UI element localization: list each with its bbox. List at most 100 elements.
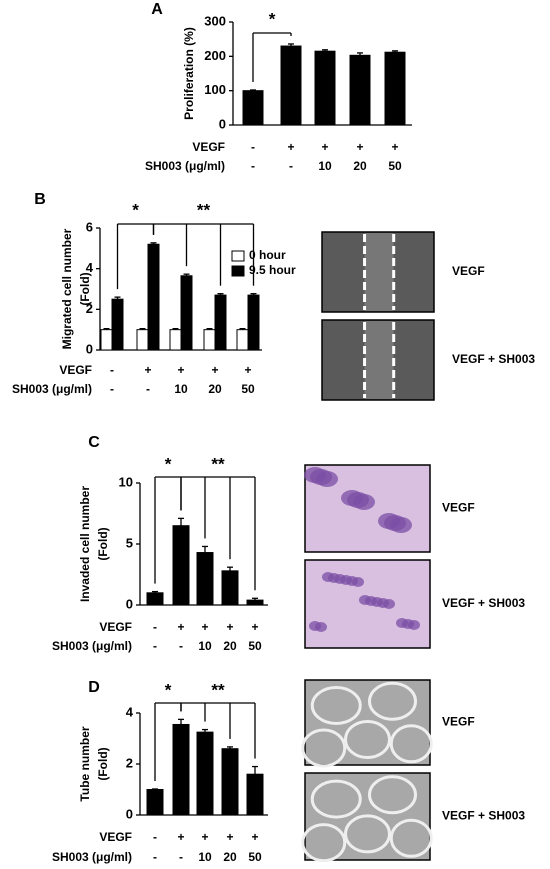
treatment-value: 10 bbox=[198, 850, 212, 864]
treatment-value: - bbox=[153, 639, 157, 653]
significance-mark: * bbox=[269, 9, 276, 28]
panel-label: C bbox=[88, 434, 100, 451]
y-tick-label: 6 bbox=[86, 219, 93, 234]
treatment-value: + bbox=[177, 830, 184, 844]
treatment-label: SH003 (μg/ml) bbox=[52, 639, 132, 653]
image-label: VEGF + SH003 bbox=[442, 809, 525, 823]
bar bbox=[246, 773, 264, 816]
treatment-label: SH003 (μg/ml) bbox=[12, 382, 92, 396]
y-axis-label: Proliferation (%) bbox=[182, 27, 196, 120]
treatment-value: - bbox=[146, 382, 150, 396]
treatment-value: - bbox=[110, 382, 114, 396]
significance-mark: * bbox=[165, 454, 172, 473]
bar bbox=[384, 51, 406, 126]
treatment-value: 20 bbox=[223, 639, 237, 653]
stain-spot bbox=[316, 471, 338, 487]
y-axis-label: Invaded cell number bbox=[78, 486, 92, 602]
tube-loop bbox=[310, 779, 362, 819]
bar bbox=[196, 731, 214, 816]
treatment-value: - bbox=[251, 140, 255, 154]
image-label: VEGF bbox=[442, 501, 475, 515]
tube-loop bbox=[368, 775, 417, 815]
bar bbox=[146, 592, 164, 606]
treatment-value: - bbox=[251, 159, 255, 173]
tube-loop bbox=[344, 720, 391, 759]
bar bbox=[221, 570, 239, 606]
treatment-label: VEGF bbox=[192, 140, 225, 154]
treatment-value: - bbox=[110, 363, 114, 377]
treatment-value: + bbox=[251, 830, 258, 844]
y-tick-label: 5 bbox=[126, 535, 133, 550]
scratch-gap bbox=[364, 233, 394, 311]
treatment-value: + bbox=[177, 620, 184, 634]
stain-spot bbox=[352, 577, 364, 587]
image-label: VEGF + SH003 bbox=[452, 352, 535, 366]
treatment-value: + bbox=[201, 830, 208, 844]
stain-spot bbox=[383, 599, 395, 609]
y-tick-label: 0 bbox=[126, 596, 133, 611]
y-tick-label: 4 bbox=[86, 260, 94, 275]
treatment-label: VEGF bbox=[99, 830, 132, 844]
y-tick-label: 0 bbox=[126, 806, 133, 821]
significance-mark: ** bbox=[211, 454, 225, 473]
y-tick-label: 200 bbox=[204, 48, 226, 63]
y-axis-label: Tube number bbox=[78, 726, 92, 801]
bar bbox=[196, 552, 214, 606]
treatment-value: 50 bbox=[248, 850, 262, 864]
tube-loop bbox=[368, 681, 417, 721]
treatment-value: + bbox=[226, 830, 233, 844]
treatment-label: VEGF bbox=[59, 363, 92, 377]
bar bbox=[236, 329, 249, 351]
bar bbox=[214, 294, 227, 351]
treatment-value: - bbox=[153, 620, 157, 634]
treatment-value: 50 bbox=[248, 639, 262, 653]
legend-swatch bbox=[231, 250, 245, 262]
y-axis-label: Migrated cell number bbox=[60, 228, 74, 349]
y-tick-label: 10 bbox=[119, 474, 133, 489]
stain-spot bbox=[353, 494, 375, 510]
bar bbox=[147, 243, 160, 351]
significance-mark: ** bbox=[211, 680, 225, 699]
y-tick-label: 300 bbox=[204, 13, 226, 28]
tube-loop bbox=[301, 823, 347, 863]
treatment-value: + bbox=[144, 363, 151, 377]
tube-loop bbox=[389, 818, 433, 858]
treatment-value: 50 bbox=[241, 382, 255, 396]
y-tick-label: 4 bbox=[126, 704, 134, 719]
y-axis-label: (Fold) bbox=[96, 747, 110, 780]
treatment-label: SH003 (μg/ml) bbox=[145, 159, 225, 173]
stain-spot bbox=[315, 622, 327, 632]
legend-label: 0 hour bbox=[249, 248, 286, 262]
y-tick-label: 0 bbox=[86, 341, 93, 356]
tube-loop bbox=[310, 686, 362, 725]
y-tick-label: 0 bbox=[219, 116, 226, 131]
tube-loop bbox=[344, 814, 391, 854]
bar bbox=[314, 50, 336, 126]
legend-label: 9.5 hour bbox=[249, 263, 296, 277]
treatment-value: - bbox=[179, 639, 183, 653]
treatment-value: 20 bbox=[223, 850, 237, 864]
bar bbox=[100, 329, 113, 351]
bar bbox=[180, 275, 193, 351]
panel-label: B bbox=[34, 191, 46, 208]
bar bbox=[169, 329, 182, 351]
treatment-value: 10 bbox=[174, 382, 188, 396]
scratch-gap bbox=[364, 321, 394, 399]
tube-loop bbox=[301, 728, 347, 768]
stain-spot bbox=[408, 620, 420, 630]
bar bbox=[172, 525, 190, 606]
bar bbox=[203, 329, 216, 351]
tube-loop bbox=[389, 724, 433, 764]
panel-label: D bbox=[88, 679, 100, 696]
bar bbox=[172, 723, 190, 816]
treatment-value: 20 bbox=[353, 159, 367, 173]
treatment-value: + bbox=[226, 620, 233, 634]
bar bbox=[349, 54, 371, 126]
treatment-value: 10 bbox=[198, 639, 212, 653]
bar bbox=[247, 294, 260, 351]
treatment-value: 50 bbox=[388, 159, 402, 173]
y-tick-label: 2 bbox=[126, 755, 133, 770]
significance-mark: * bbox=[165, 680, 172, 699]
y-axis-label: (Fold) bbox=[96, 527, 110, 560]
y-axis-label: (Fold) bbox=[78, 272, 92, 305]
